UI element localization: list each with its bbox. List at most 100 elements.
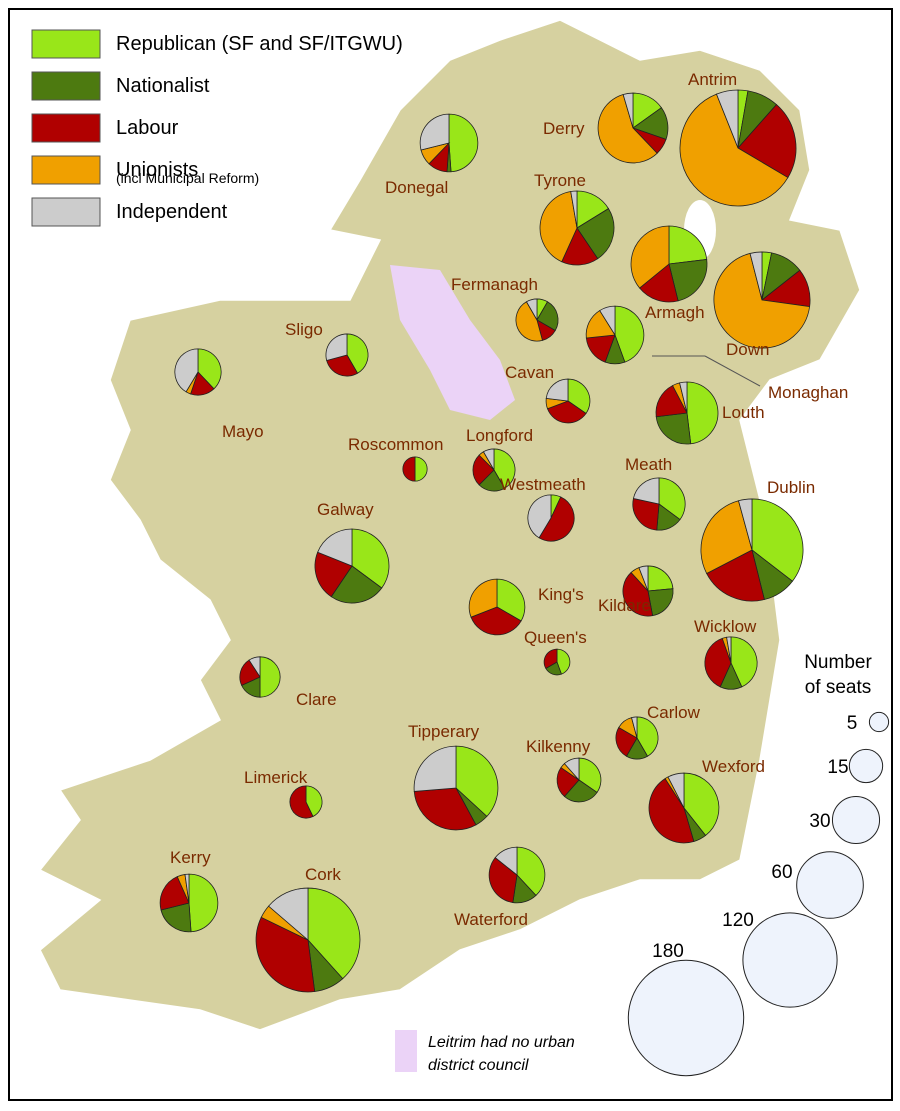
county-label: Sligo: [285, 320, 323, 339]
pie-slice: [597, 93, 658, 164]
pie-slice: [599, 305, 616, 337]
pie-slice: [515, 301, 543, 342]
county-label: Meath: [625, 455, 672, 474]
pie-slice: [527, 494, 552, 539]
footnote: district council: [428, 1057, 529, 1074]
footnote: Leitrim had no urban: [428, 1034, 575, 1051]
pie-slice: [700, 500, 753, 575]
pie-slice: [259, 656, 281, 698]
pie-slice: [413, 787, 477, 831]
county-label: Wicklow: [694, 617, 757, 636]
pie-slice: [305, 785, 323, 818]
pie-slice: [494, 846, 518, 876]
pie-slice: [715, 89, 739, 149]
county-label: Westmeath: [500, 475, 586, 494]
pie-slice: [655, 412, 692, 445]
pie-slice: [325, 333, 348, 361]
pie-slice: [546, 400, 587, 424]
pie-slice: [414, 456, 428, 482]
county-label: Carlow: [647, 703, 701, 722]
pie-slice: [184, 873, 190, 904]
legend-swatch: [31, 29, 101, 59]
pie-slice: [638, 565, 649, 592]
county-label: Louth: [722, 403, 765, 422]
legend-label: Independent: [116, 201, 228, 223]
pie-slice: [197, 348, 222, 390]
county-label: Derry: [543, 119, 585, 138]
pie-slice: [472, 454, 495, 486]
pie-slice: [402, 456, 416, 482]
pie-slice: [455, 745, 499, 817]
pie-slice: [448, 113, 479, 173]
pie-slice: [470, 606, 522, 636]
county-label: Fermanagh: [451, 275, 538, 294]
county-label: Wexford: [702, 757, 765, 776]
county-label: Armagh: [645, 303, 705, 322]
pie-slice: [639, 263, 679, 303]
size-legend-title: Number: [804, 652, 872, 673]
county-label: Kerry: [170, 848, 211, 867]
county-label: Galway: [317, 500, 374, 519]
leitrim-swatch: [395, 1030, 417, 1072]
pie-slice: [525, 298, 538, 322]
pie-slice: [563, 757, 580, 782]
county-label: Limerick: [244, 768, 308, 787]
county-label: Mayo: [222, 422, 264, 441]
pie-slice: [351, 528, 390, 589]
pie-slice: [160, 902, 192, 933]
pie-slice: [683, 772, 720, 837]
legend-label: Unionists: [116, 159, 198, 181]
size-label: 60: [771, 862, 792, 883]
pie-slice: [668, 258, 708, 302]
pie-slice: [255, 916, 316, 993]
legend-swatch: [31, 71, 101, 101]
pie-slice: [536, 301, 559, 332]
county-label: King's: [538, 585, 584, 604]
county-label: Roscommon: [348, 435, 443, 454]
size-circle: [848, 748, 884, 784]
pie-slice: [668, 225, 708, 265]
legend-label: Republican (SF and SF/ITGWU): [116, 33, 403, 55]
legend-label: Nationalist: [116, 75, 210, 97]
county-label: Kilkenny: [526, 737, 591, 756]
size-circle: [868, 711, 890, 733]
county-label: Tyrone: [534, 171, 586, 190]
size-label: 180: [652, 941, 684, 962]
legend-label: Labour: [116, 117, 179, 139]
pie-slice: [289, 785, 314, 819]
county-label: Tipperary: [408, 722, 480, 741]
county-label: Clare: [296, 690, 337, 709]
pie-slice: [468, 578, 498, 618]
pie-slice: [622, 92, 634, 129]
county-label: Kildare: [598, 596, 651, 615]
pie-slice: [632, 498, 660, 531]
pie-slice: [737, 104, 797, 179]
county-label: Queen's: [524, 628, 587, 647]
pie-slice: [749, 251, 763, 301]
pie-slice: [630, 225, 670, 289]
pie-slice: [317, 528, 353, 567]
pie-slice: [706, 549, 765, 602]
pie-slice: [726, 636, 732, 664]
size-circle: [627, 959, 745, 1077]
pie-slice: [679, 381, 688, 414]
pie-slice: [648, 778, 695, 844]
pie-slice: [751, 498, 804, 582]
pie-slice: [496, 578, 526, 622]
pie-slice: [679, 93, 789, 207]
pie-slice: [738, 498, 753, 551]
pie-slice: [188, 873, 219, 933]
pie-slice: [326, 354, 359, 377]
pie-slice: [248, 656, 261, 679]
legend-swatch: [31, 197, 101, 227]
pie-slice: [543, 648, 558, 669]
size-circle: [796, 851, 864, 919]
size-circle: [831, 795, 881, 845]
pie-slice: [174, 348, 199, 393]
pie-slice: [578, 757, 602, 794]
size-label: 5: [847, 713, 858, 734]
legend-swatch: [31, 155, 101, 185]
pie-slice: [655, 385, 688, 418]
pie-slice: [314, 551, 353, 598]
